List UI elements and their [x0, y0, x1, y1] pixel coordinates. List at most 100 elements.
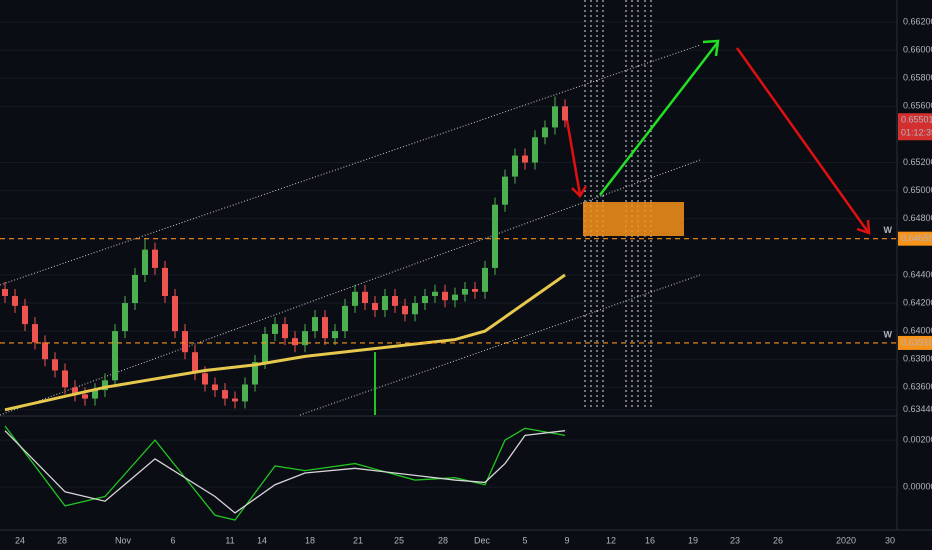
x-tick-label: 12 — [606, 535, 616, 545]
grid — [0, 21, 897, 488]
level-price: 0.63916 — [901, 337, 932, 347]
x-tick-label: 19 — [688, 535, 698, 545]
candle-body — [162, 267, 168, 297]
arrows — [565, 39, 871, 235]
candle-body — [392, 296, 398, 306]
candle-body — [192, 352, 198, 374]
candle-body — [12, 296, 18, 306]
candle-body — [52, 359, 58, 371]
level-price: 0.64658 — [901, 233, 932, 243]
x-tick-label: 5 — [522, 535, 527, 545]
candle-body — [282, 324, 288, 339]
candle-body — [272, 324, 278, 334]
level-price-box — [898, 231, 932, 246]
candle-body — [242, 384, 248, 402]
candle-body — [302, 331, 308, 346]
candle-body — [252, 362, 258, 385]
x-tick-label: 2020 — [836, 535, 856, 545]
candle-body — [102, 380, 108, 391]
candle-body — [402, 305, 408, 315]
candle-body — [152, 249, 158, 268]
candle-body — [442, 291, 448, 301]
macd-line — [4, 425, 566, 521]
x-tick-label: 23 — [730, 535, 740, 545]
macd-line — [4, 430, 566, 514]
candle-body — [322, 317, 328, 339]
candle-body — [422, 296, 428, 304]
candle-body — [452, 294, 458, 301]
x-tick-label: Dec — [474, 535, 491, 545]
candle-body — [502, 176, 508, 205]
candle-body — [212, 384, 218, 391]
candle-body — [482, 267, 488, 292]
candle-body — [262, 333, 268, 363]
moving-average — [4, 273, 566, 412]
channel-top — [0, 44, 701, 286]
candle-body — [112, 331, 118, 381]
channel-mid — [0, 159, 701, 416]
candle-body — [522, 155, 528, 163]
candle-body — [332, 331, 338, 339]
x-tick-label: 24 — [15, 535, 25, 545]
candle-body — [432, 291, 438, 297]
candle-body — [312, 317, 318, 332]
x-tick-label: 26 — [773, 535, 783, 545]
x-tick-label: 28 — [57, 535, 67, 545]
y-tick-label: 0.00000 — [903, 481, 932, 491]
candle-body — [232, 398, 238, 402]
candle-body — [202, 373, 208, 385]
candle-body — [382, 296, 388, 311]
candle-body — [172, 296, 178, 332]
x-tick-label: 25 — [394, 535, 404, 545]
candle-body — [82, 394, 88, 399]
x-tick-label: 28 — [438, 535, 448, 545]
x-tick-label: 11 — [225, 535, 234, 545]
last-price: 0.65501 — [901, 115, 932, 125]
candle-body — [412, 303, 418, 315]
candle-body — [462, 288, 468, 295]
candle-body — [292, 338, 298, 346]
candle-body — [122, 303, 128, 332]
candle-body — [512, 155, 518, 177]
candle-body — [62, 370, 68, 388]
candle-body — [552, 106, 558, 128]
zone-box — [583, 202, 684, 236]
candle-body — [182, 331, 188, 353]
candle-body — [492, 204, 498, 268]
x-tick-label: 30 — [885, 535, 895, 545]
candle-body — [352, 291, 358, 306]
candle-body — [22, 305, 28, 325]
candle-body — [362, 291, 368, 304]
level-tag: W — [884, 329, 893, 339]
candle-body — [132, 274, 138, 304]
candle-body — [562, 106, 568, 121]
candle-body — [42, 342, 48, 360]
candle-body — [32, 324, 38, 343]
x-tick-label: 14 — [257, 535, 267, 545]
candle-body — [542, 127, 548, 138]
candle-body — [342, 305, 348, 332]
level-tag: W — [884, 225, 893, 235]
candle-body — [92, 390, 98, 399]
x-tick-label: 18 — [305, 535, 315, 545]
candle-body — [532, 137, 538, 163]
last-price-box — [898, 113, 932, 141]
candle-body — [72, 387, 78, 395]
candle-body — [372, 303, 378, 311]
candle-body — [142, 249, 148, 275]
